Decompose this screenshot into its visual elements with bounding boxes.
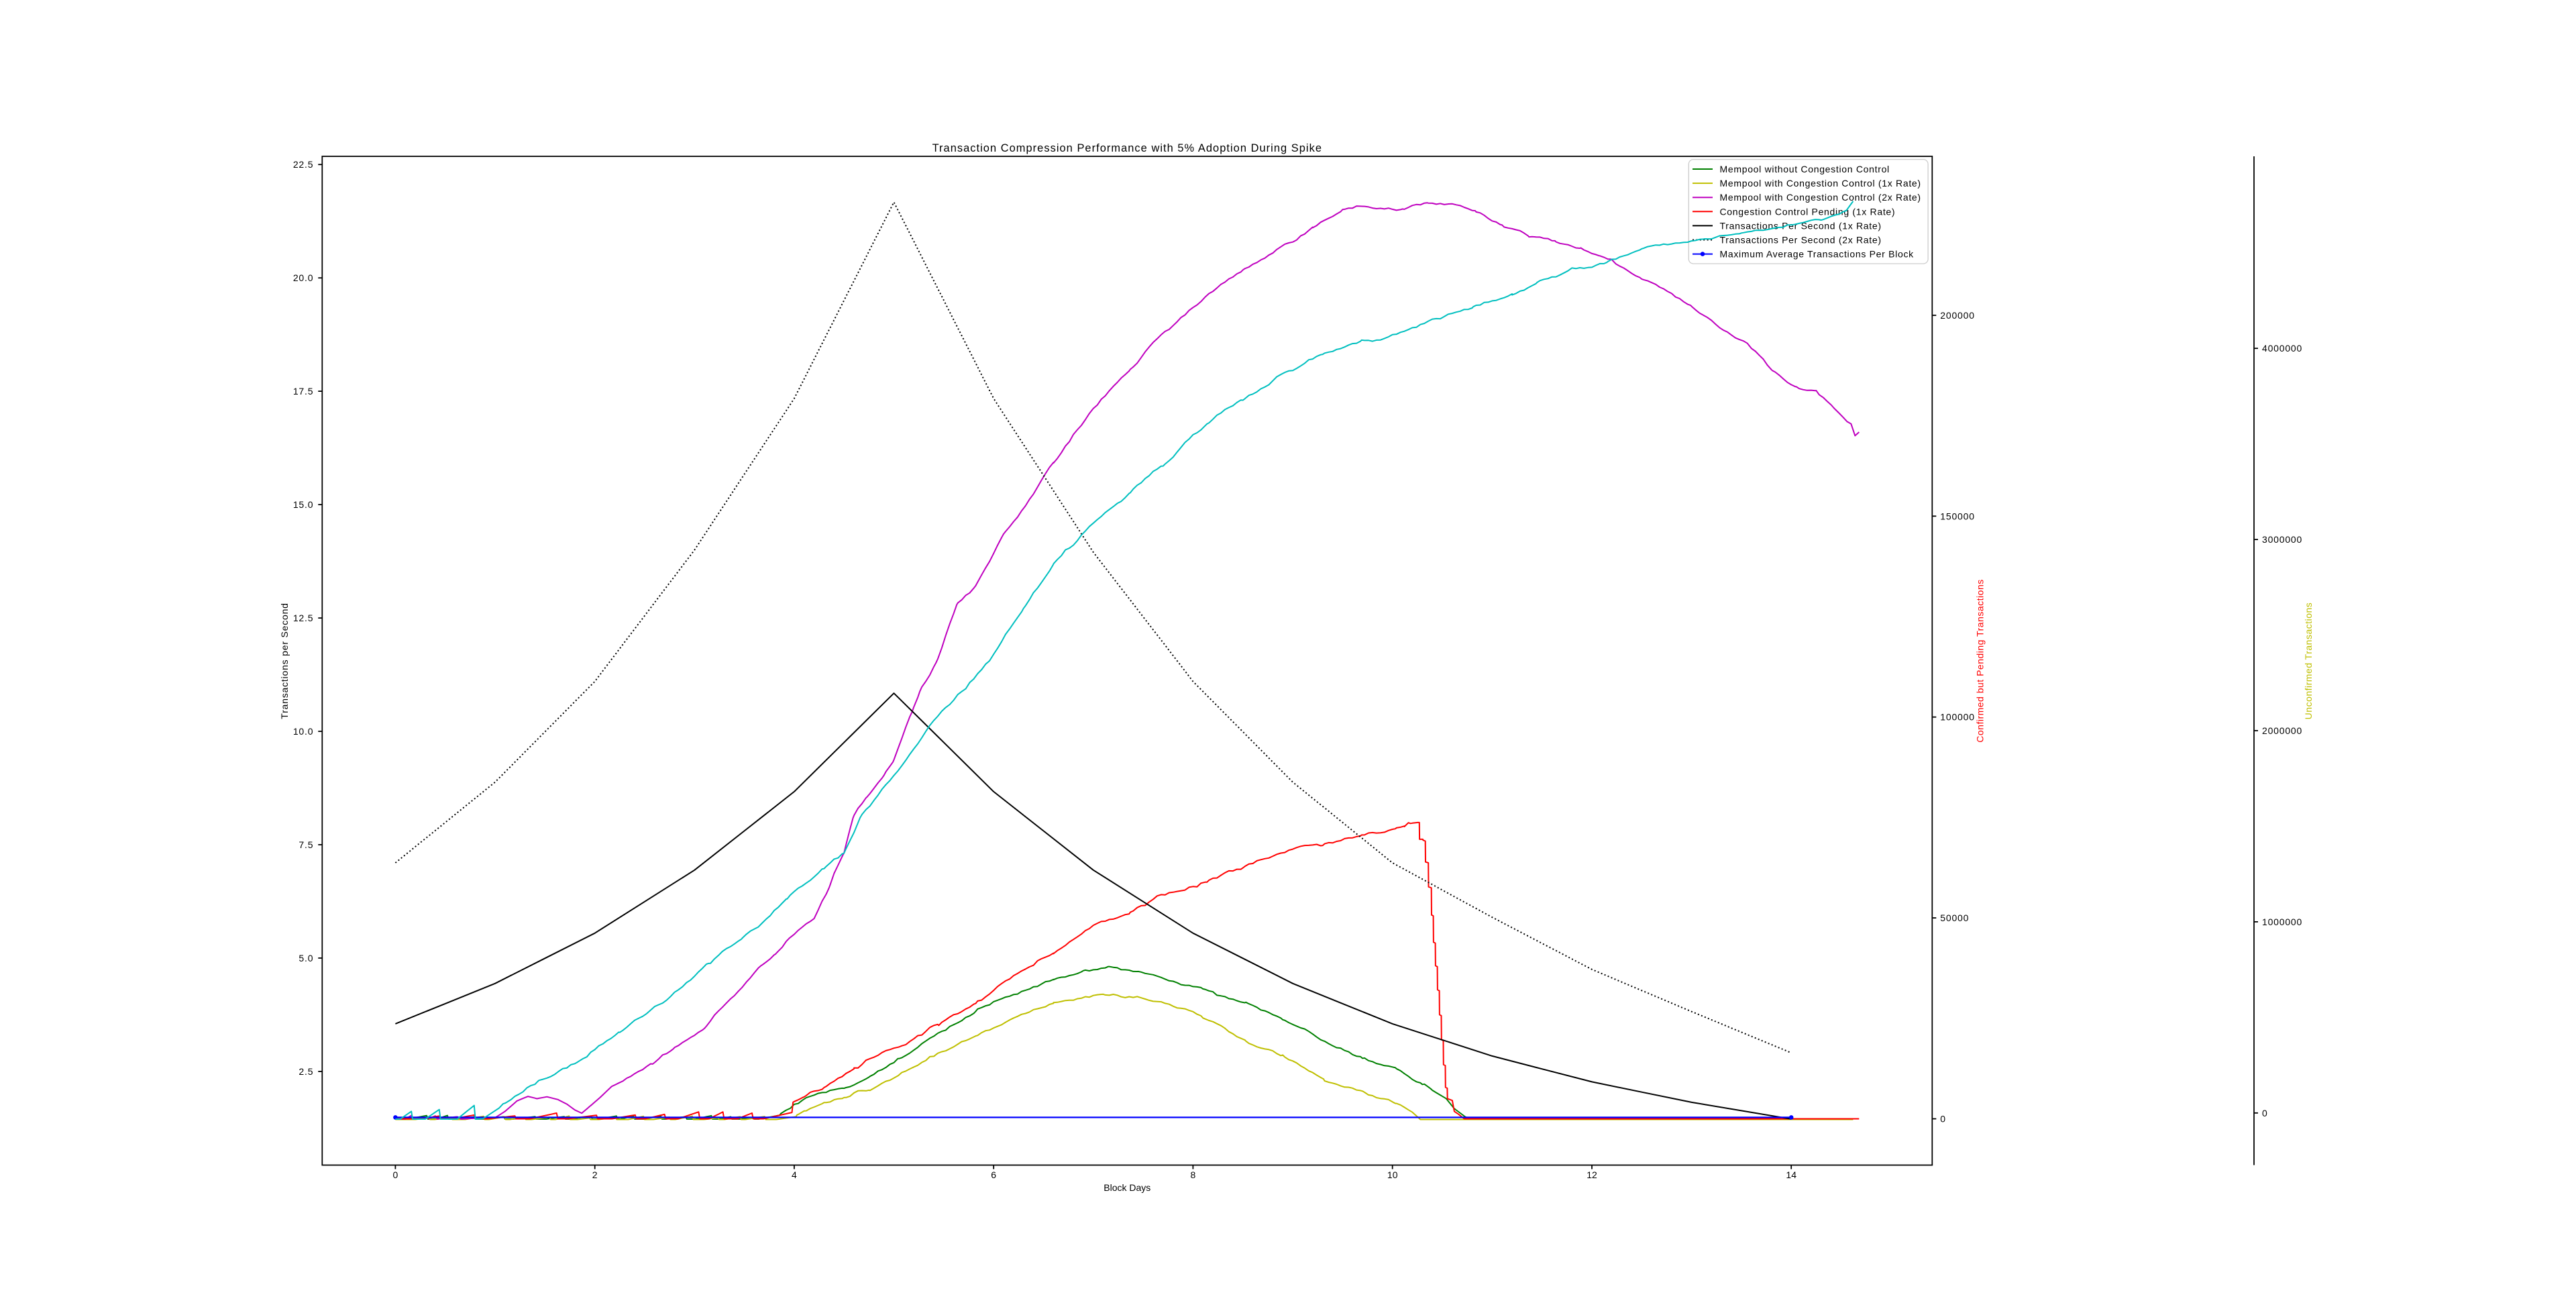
svg-text:2000000: 2000000	[2262, 725, 2302, 736]
svg-text:Maximum Average Transactions P: Maximum Average Transactions Per Block	[1720, 249, 1915, 260]
svg-text:100000: 100000	[1940, 712, 1975, 723]
svg-text:0: 0	[1940, 1114, 1946, 1125]
svg-text:Confirmed but Pending Transact: Confirmed but Pending Transactions	[1975, 579, 1986, 742]
svg-text:5.0: 5.0	[299, 953, 313, 963]
svg-text:22.5: 22.5	[293, 159, 313, 170]
svg-text:200000: 200000	[1940, 310, 1975, 321]
svg-text:2.5: 2.5	[299, 1066, 313, 1077]
svg-text:150000: 150000	[1940, 511, 1975, 521]
svg-text:0: 0	[2262, 1108, 2268, 1118]
svg-text:0: 0	[393, 1169, 398, 1180]
svg-text:17.5: 17.5	[293, 386, 313, 397]
svg-text:7.5: 7.5	[299, 839, 313, 850]
svg-text:Block Days: Block Days	[1104, 1182, 1150, 1193]
svg-text:Transactions Per Second (1x Ra: Transactions Per Second (1x Rate)	[1720, 220, 1882, 231]
svg-text:Congestion Control Pending (1x: Congestion Control Pending (1x Rate)	[1720, 206, 1896, 217]
svg-text:20.0: 20.0	[293, 272, 313, 283]
svg-text:Unconfirmed Transactions: Unconfirmed Transactions	[2303, 603, 2314, 720]
svg-text:10: 10	[1387, 1169, 1398, 1180]
svg-text:50000: 50000	[1940, 912, 1969, 923]
svg-text:1000000: 1000000	[2262, 917, 2302, 927]
svg-text:Transaction Compression Perfor: Transaction Compression Performance with…	[932, 142, 1322, 154]
svg-text:Transactions per Second: Transactions per Second	[279, 603, 290, 719]
svg-text:2: 2	[592, 1169, 598, 1180]
svg-text:Mempool with Congestion Contro: Mempool with Congestion Control (1x Rate…	[1720, 178, 1921, 189]
svg-text:8: 8	[1191, 1169, 1196, 1180]
svg-text:12: 12	[1587, 1169, 1597, 1180]
svg-text:14: 14	[1786, 1169, 1796, 1180]
svg-text:4000000: 4000000	[2262, 343, 2302, 354]
svg-text:12.5: 12.5	[293, 613, 313, 623]
svg-text:Transactions Per Second (2x Ra: Transactions Per Second (2x Rate)	[1720, 235, 1882, 246]
svg-text:15.0: 15.0	[293, 499, 313, 510]
svg-text:3000000: 3000000	[2262, 534, 2302, 545]
svg-text:Mempool without Congestion Con: Mempool without Congestion Control	[1720, 164, 1890, 174]
svg-text:4: 4	[792, 1169, 797, 1180]
svg-text:6: 6	[991, 1169, 996, 1180]
svg-text:10.0: 10.0	[293, 726, 313, 737]
svg-text:Mempool with Congestion Contro: Mempool with Congestion Control (2x Rate…	[1720, 192, 1921, 203]
